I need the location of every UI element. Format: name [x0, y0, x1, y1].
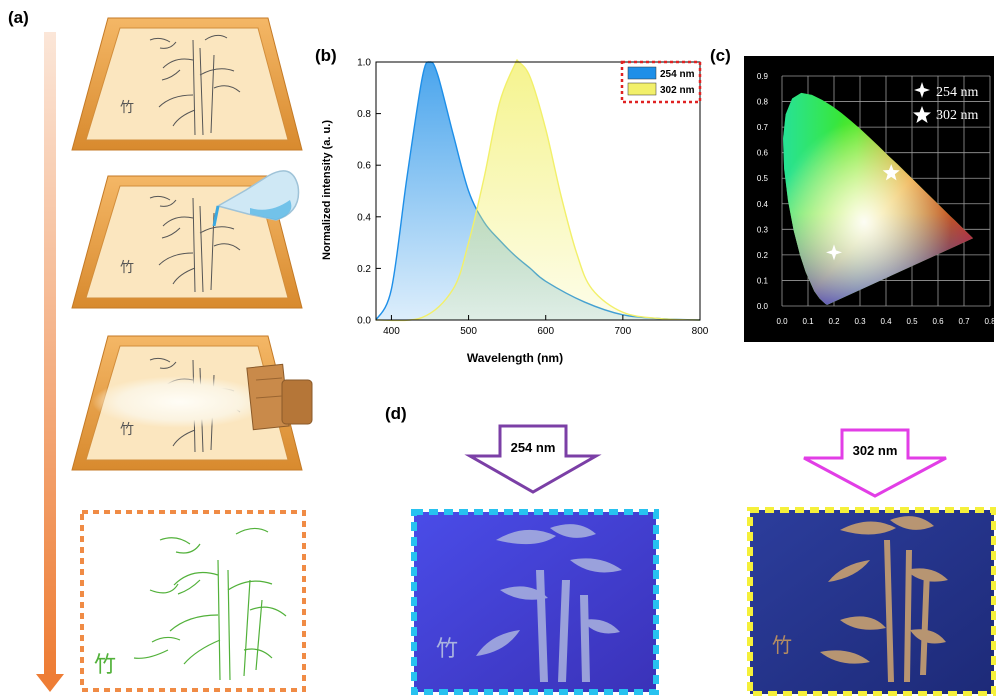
arrow-label-254: 254 nm	[511, 440, 556, 455]
x-axis-label: Wavelength (nm)	[467, 351, 563, 365]
y-tick-label: 0.0	[357, 316, 371, 327]
cie-x-tick-label: 0.5	[906, 317, 918, 326]
arrow-label-302: 302 nm	[853, 443, 898, 458]
spectrum-plot-area: 400 500 600 700 800 0.0 0.2 0.4 0.6 0.8 1.0	[357, 58, 708, 338]
cie-legend-254: 254 nm	[936, 85, 979, 100]
panel-b-label: (b)	[315, 46, 337, 65]
series-area-1	[376, 59, 700, 321]
x-tick-label: 600	[537, 326, 554, 337]
cie-y-tick-label: 0.0	[757, 302, 769, 311]
photo-character-302: 竹	[772, 634, 792, 657]
legend-swatch-302	[627, 82, 657, 96]
plot-frame	[375, 61, 701, 321]
cie-x-tick-label: 0.1	[802, 317, 814, 326]
sparkle-icon	[914, 82, 930, 98]
photo-254-nm: 竹	[411, 509, 659, 695]
printed-pattern: 竹	[80, 510, 306, 692]
panel-c-label: (c)	[710, 46, 731, 65]
photo-character-254: 竹	[436, 636, 458, 661]
process-arrow-head	[36, 674, 64, 692]
cie-y-tick-label: 0.2	[757, 251, 769, 260]
cie-y-tick-label: 0.5	[757, 174, 769, 183]
cie-x-tick-label: 0.6	[932, 317, 944, 326]
cie-x-tick-label: 0.4	[880, 317, 892, 326]
cie-chromaticity-diagram: 0.0 0.1 0.2 0.3 0.4 0.5 0.6 0.7 0.8 0.0 0.1 0.2 0.3 0…	[744, 56, 994, 342]
cie-x-tick-label: 0.0	[776, 317, 788, 326]
excitation-arrow-302: 302 nm	[803, 428, 947, 498]
photo-302-nm: 竹	[747, 507, 996, 696]
legend-box	[620, 60, 702, 104]
cie-y-tick-label: 0.1	[757, 276, 769, 285]
legend-swatch-254	[627, 66, 657, 80]
cie-point-302	[882, 164, 900, 181]
character-label-printed: 竹	[94, 652, 116, 677]
series-line-1	[375, 59, 701, 322]
cie-legend-302: 302 nm	[936, 108, 979, 123]
legend-label-254: 254 nm	[660, 69, 695, 80]
process-arrow-shaft	[44, 32, 56, 674]
chart-legend: 254 nm 302 nm	[620, 60, 702, 104]
panel-a-label: (a)	[8, 8, 29, 27]
cie-x-tick-label: 0.8	[984, 317, 994, 326]
y-tick-label: 0.8	[357, 109, 371, 120]
squeegee-icon	[246, 363, 313, 431]
x-tick-label: 800	[692, 326, 708, 337]
flask-icon	[212, 170, 300, 227]
x-tick-label: 400	[383, 326, 400, 337]
cie-y-tick-label: 0.8	[757, 98, 769, 107]
emission-spectrum-chart: 400 500 600 700 800 0.0 0.2 0.4 0.6 0.8 1.0 Wavele…	[321, 58, 708, 366]
legend-label-302: 302 nm	[660, 85, 695, 96]
cie-y-tick-label: 0.7	[757, 123, 769, 132]
cie-points	[826, 164, 900, 261]
screen-frame-2: 竹	[71, 170, 303, 309]
cie-y-tick-label: 0.6	[757, 149, 769, 158]
y-axis-label: Normalized intensity (a. u.)	[321, 120, 333, 260]
character-label-2: 竹	[120, 259, 134, 275]
star-icon	[913, 106, 931, 123]
cie-x-tick-label: 0.3	[854, 317, 866, 326]
cie-y-tick-label: 0.9	[757, 72, 769, 81]
excitation-arrow-254: 254 nm	[464, 424, 602, 494]
cie-y-tick-label: 0.3	[757, 225, 769, 234]
cie-x-tick-label: 0.2	[828, 317, 840, 326]
cie-y-tick-label: 0.4	[757, 200, 769, 209]
y-tick-label: 0.2	[357, 264, 371, 275]
cie-point-254	[826, 244, 842, 261]
y-tick-label: 0.4	[357, 212, 371, 223]
cie-tick-labels: 0.0 0.1 0.2 0.3 0.4 0.5 0.6 0.7 0.8 0.0 0.1 0.2 0.3 0…	[757, 72, 994, 326]
y-tick-label: 0.6	[357, 161, 371, 172]
screen-frame-3: 竹	[71, 335, 313, 471]
character-label-1: 竹	[120, 99, 134, 115]
panel-a-illustration: 竹 竹 竹	[36, 17, 313, 692]
y-tick-label: 1.0	[357, 58, 371, 69]
cie-legend: 254 nm 302 nm	[913, 82, 979, 123]
x-tick-label: 700	[615, 326, 632, 337]
panel-d-photos: 254 nm 302 nm 竹 竹	[411, 424, 996, 696]
character-label-3: 竹	[120, 421, 134, 437]
screen-frame-1: 竹	[71, 17, 303, 151]
cie-x-tick-label: 0.7	[958, 317, 970, 326]
panel-d-label: (d)	[385, 404, 407, 423]
series-area-0	[376, 61, 700, 320]
x-tick-label: 500	[460, 326, 477, 337]
